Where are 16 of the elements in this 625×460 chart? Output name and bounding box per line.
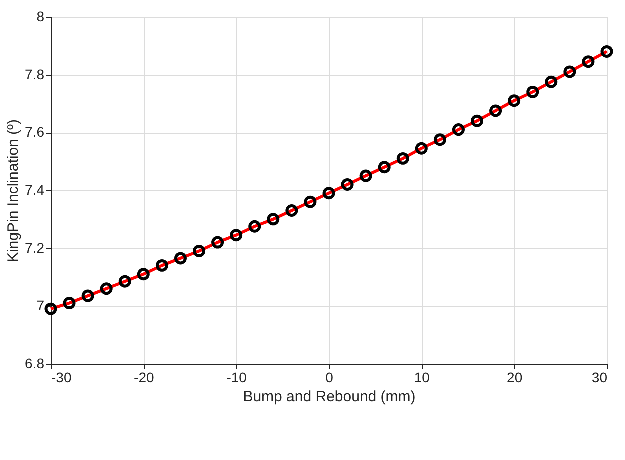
x-tick-label: -30	[52, 370, 72, 386]
y-tick-label: 7.2	[25, 240, 45, 256]
y-tick-label: 7.6	[25, 124, 45, 140]
x-tick-label: 20	[507, 370, 523, 386]
y-axis-title: KingPin Inclination (º)	[5, 119, 22, 263]
x-tick-label: -10	[226, 370, 248, 386]
x-tick-label: 0	[326, 370, 334, 386]
x-axis-title: Bump and Rebound (mm)	[243, 388, 416, 406]
y-tick-label: 7.4	[25, 182, 45, 198]
y-tick-label: 6.8	[25, 356, 45, 372]
y-tick-label: 8	[36, 8, 45, 24]
x-tick-label: 10	[414, 370, 430, 386]
y-tick-label: 7.8	[25, 66, 45, 82]
y-tick-label: 7	[36, 298, 45, 314]
x-tick-label: -20	[134, 370, 154, 386]
x-tick-label: 30	[592, 370, 608, 386]
